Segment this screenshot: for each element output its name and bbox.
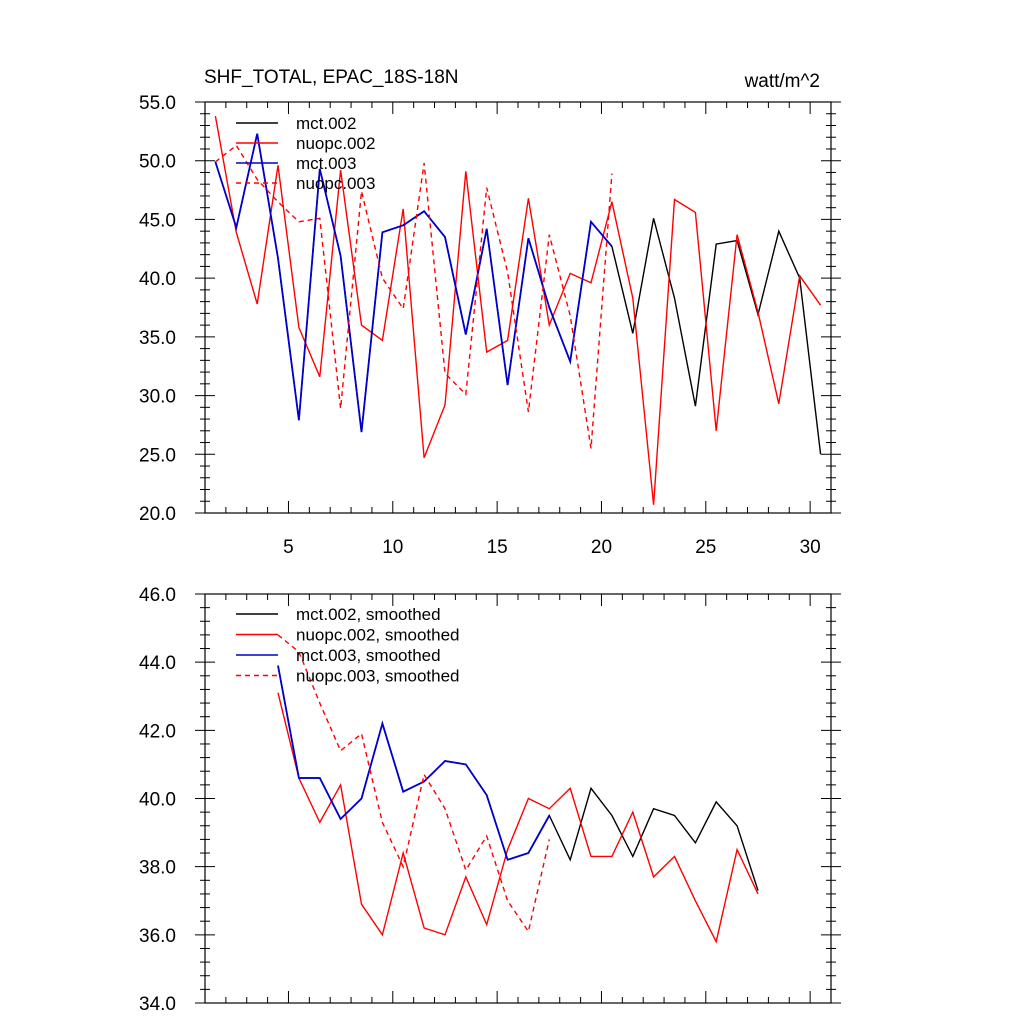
units-label: watt/m^2: [744, 71, 820, 92]
y-tick-label: 20.0: [139, 504, 176, 525]
x-tick-label: 30: [800, 537, 821, 558]
series-line-2: [277, 692, 759, 944]
x-tick-label: 5: [283, 537, 294, 558]
legend-label: mct.002: [296, 114, 356, 133]
legend-label: nuopc.002: [296, 134, 375, 153]
bottom-panel: 34.0 36.0 38.0 40.0 42.0 44.0 46.0 mct.002, smo…: [139, 585, 841, 1015]
legend-label: nuopc.003: [296, 174, 375, 193]
y-tick-label: 50.0: [139, 152, 176, 173]
series-line-3: [277, 665, 551, 861]
series-line-4: [214, 144, 613, 449]
y-tick-label: 55.0: [139, 93, 176, 114]
x-tick-label: 20: [591, 537, 612, 558]
y-tick-label: 40.0: [139, 790, 176, 811]
x-tick-label: 10: [382, 537, 403, 558]
x-tick-label: 15: [487, 537, 508, 558]
y-tick-label: 40.0: [139, 269, 176, 290]
y-tick-label: 25.0: [139, 445, 176, 466]
legend-label: nuopc.003, smoothed: [296, 667, 460, 686]
y-tick-label: 38.0: [139, 858, 176, 879]
chart-title: SHF_TOTAL, EPAC_18S-18N: [204, 67, 459, 88]
y-tick-label: 44.0: [139, 653, 176, 674]
y-tick-label: 45.0: [139, 210, 176, 231]
y-tick-label: 30.0: [139, 387, 176, 408]
series-line-4: [277, 634, 550, 934]
legend-label: mct.003, smoothed: [296, 646, 441, 665]
series-line-2: [214, 115, 822, 505]
legend-label: mct.002, smoothed: [296, 605, 441, 624]
y-tick-label: 36.0: [139, 926, 176, 947]
y-tick-label: 42.0: [139, 721, 176, 742]
y-tick-label: 34.0: [139, 994, 176, 1015]
top-panel: SHF_TOTAL, EPAC_18S-18N watt/m^2 5 10 15 20…: [139, 67, 841, 558]
x-tick-label: 25: [695, 537, 716, 558]
legend-label: nuopc.002, smoothed: [296, 626, 460, 645]
y-tick-label: 35.0: [139, 328, 176, 349]
y-tick-label: 46.0: [139, 585, 176, 606]
series-line-3: [214, 133, 613, 433]
legend-label: mct.003: [296, 154, 356, 173]
